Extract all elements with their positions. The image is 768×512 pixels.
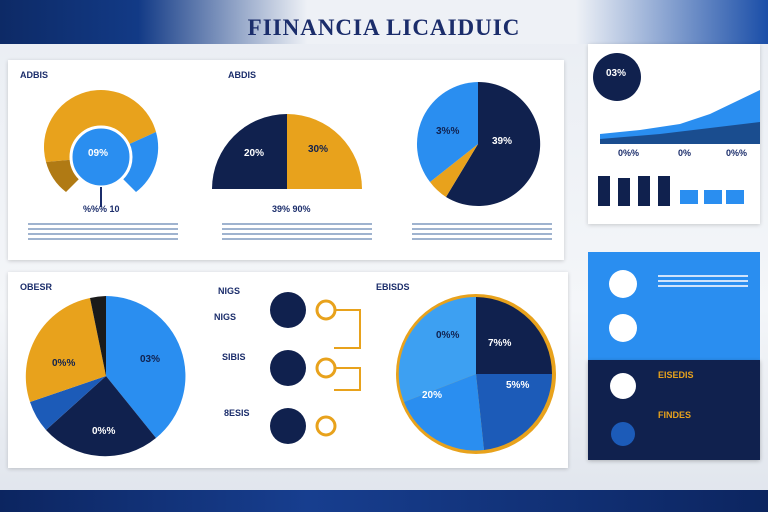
side-panel-bottom: EISEDIS FINDES: [588, 360, 760, 460]
side-panel-top: [588, 252, 760, 360]
ring-slice-light: [404, 374, 484, 451]
node-icon: [315, 357, 337, 379]
list-label-1: NIGS: [214, 312, 237, 322]
ring-label-4: 20%: [422, 390, 443, 401]
list-label-3: 8ESIS: [224, 408, 250, 418]
side-title-1: EISEDIS: [658, 370, 694, 380]
top-label-mid: ABDIS: [228, 70, 257, 80]
ring-slice-navy: [476, 297, 552, 374]
side-title-2: FINDES: [658, 410, 692, 420]
bottom-label-mid: NIGS: [218, 286, 241, 296]
ring-pie-chart: [396, 294, 556, 454]
node-icon: [270, 350, 306, 386]
half-pie-caption: 39% 90%: [272, 204, 311, 214]
side-icon: [609, 314, 637, 342]
side-icon: [609, 270, 637, 298]
area-tick-3: 0%%: [726, 148, 748, 158]
pie-top-left-label: 3%%: [436, 126, 460, 137]
bottom-panel: OBESR NIGS EBISDS 03% 0%% 0%% NIGS SIBIS…: [8, 272, 568, 468]
bar: [658, 176, 670, 206]
ring-label-1: 0%%: [436, 330, 460, 341]
top-label-left: ADBIS: [20, 70, 49, 80]
donut-caption: %%% 10: [83, 204, 120, 214]
pie-bottom-left-label: 0%%: [52, 358, 76, 369]
page-title: FIINANCIA LICAIDUIC: [247, 15, 521, 40]
bottom-label-right: EBISDS: [376, 282, 410, 292]
pie-top-gold: [430, 144, 478, 197]
bar: [618, 178, 630, 206]
pie-bottom-mid: [30, 376, 106, 430]
node-icon: [270, 408, 306, 444]
side-icons-bottom: [610, 373, 636, 446]
node-list: [270, 292, 361, 444]
ring-label-3: 5%%: [506, 380, 530, 391]
pie-bottom-navy: [46, 376, 156, 457]
node-icon: [270, 292, 306, 328]
pie-top-navy: [446, 81, 541, 206]
half-pie-gold: [287, 114, 362, 189]
node-icon: [315, 299, 337, 321]
side-icons: [609, 270, 637, 342]
pie-chart-top: [416, 81, 541, 206]
pie-bottom-bottom-label: 0%%: [92, 426, 116, 437]
bar: [680, 190, 698, 204]
pie-bottom-dark: [90, 296, 106, 376]
ring-slice-mid: [398, 296, 476, 402]
list-label-2: SIBIS: [222, 352, 246, 362]
top-legend-lines-3: [412, 220, 552, 243]
top-legend-lines-1: [28, 220, 178, 243]
bar: [704, 190, 722, 204]
area-tick-1: 0%%: [618, 148, 640, 158]
pie-bottom-gold: [25, 298, 106, 402]
side-icon: [610, 373, 636, 399]
donut-center-label: 09%: [88, 148, 109, 159]
side-icon: [611, 422, 635, 446]
half-pie-right-label: 30%: [308, 144, 329, 155]
right-card-badge: [593, 53, 641, 101]
node-icon: [315, 415, 337, 437]
area-tick-2: 0%: [678, 148, 692, 158]
bar: [726, 190, 744, 204]
top-panel: ADBIS ABDIS 09% %%% 10 20% 30% 39% 90% 3…: [8, 60, 564, 260]
area-fill-navy: [600, 122, 760, 144]
bar-chart-mini: [598, 176, 744, 206]
pie-bottom-right-label: 03%: [140, 354, 161, 365]
half-pie-left-label: 20%: [244, 148, 265, 159]
ring-label-2: 7%%: [488, 338, 512, 349]
footer-band: [0, 490, 768, 512]
pie-chart-bottom: [25, 296, 186, 457]
donut-chart: [43, 89, 159, 207]
area-chart: [600, 90, 760, 144]
side-lines-top: [658, 272, 748, 290]
half-pie-navy: [212, 114, 287, 189]
header-band: [0, 0, 768, 44]
pie-top-right-label: 39%: [492, 136, 513, 147]
ring-slice-blue: [476, 374, 552, 450]
right-card: 03% 0%% 0% 0%%: [588, 44, 760, 224]
bar: [598, 176, 610, 206]
bar: [638, 176, 650, 206]
pie-bottom-blue: [106, 296, 186, 438]
top-legend-lines-2: [222, 220, 372, 243]
right-card-badge-label: 03%: [606, 68, 627, 79]
pie-top-blue: [416, 82, 478, 182]
half-pie-chart: [212, 114, 362, 189]
bottom-label: OBESR: [20, 282, 53, 292]
